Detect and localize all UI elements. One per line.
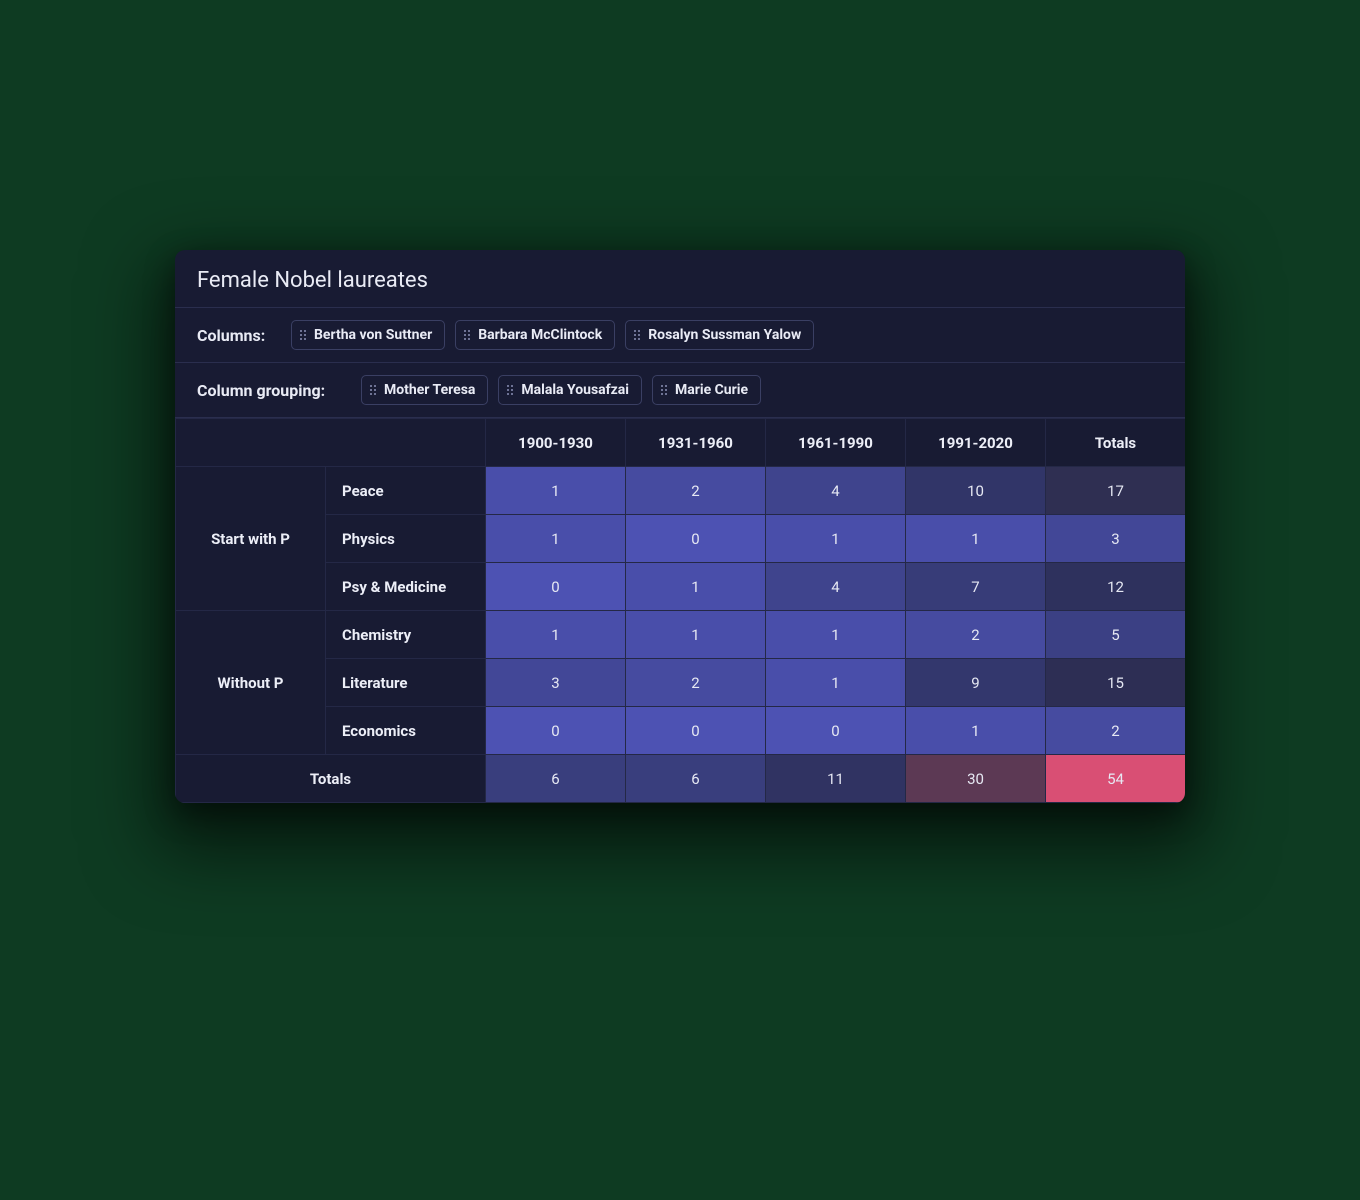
chip-label: Barbara McClintock xyxy=(478,327,602,343)
chip-label: Marie Curie xyxy=(675,382,748,398)
row-header[interactable]: Physics xyxy=(326,515,486,563)
card-title: Female Nobel laureates xyxy=(175,250,1185,308)
pivot-table: 1900-1930 1931-1960 1961-1990 1991-2020 … xyxy=(175,418,1185,803)
table-row: Start with PPeace1241017 xyxy=(176,467,1186,515)
table-row: Psy & Medicine014712 xyxy=(176,563,1186,611)
heat-cell: 5 xyxy=(1046,611,1186,659)
heat-cell-total: 54 xyxy=(1046,755,1186,803)
heat-cell: 2 xyxy=(626,659,766,707)
heat-cell: 1 xyxy=(486,611,626,659)
table-row: Economics00012 xyxy=(176,707,1186,755)
drag-handle-icon xyxy=(507,385,513,395)
col-header[interactable]: Totals xyxy=(1046,419,1186,467)
row-header[interactable]: Peace xyxy=(326,467,486,515)
row-header[interactable]: Chemistry xyxy=(326,611,486,659)
table-row: Physics10113 xyxy=(176,515,1186,563)
table-row: Without PChemistry11125 xyxy=(176,611,1186,659)
heat-cell: 3 xyxy=(1046,515,1186,563)
column-chip[interactable]: Rosalyn Sussman Yalow xyxy=(625,320,814,350)
heat-cell: 1 xyxy=(766,659,906,707)
table-row: Literature321915 xyxy=(176,659,1186,707)
row-group-header[interactable]: Without P xyxy=(176,611,326,755)
grouping-filter-row: Column grouping: Mother Teresa Malala You… xyxy=(175,363,1185,418)
heat-cell: 4 xyxy=(766,563,906,611)
heat-cell: 0 xyxy=(486,563,626,611)
grouping-chip-list: Mother Teresa Malala Yousafzai Marie Curie xyxy=(361,375,761,405)
heat-cell: 10 xyxy=(906,467,1046,515)
heat-cell: 1 xyxy=(626,611,766,659)
heat-cell: 12 xyxy=(1046,563,1186,611)
heat-cell: 4 xyxy=(766,467,906,515)
heat-cell: 2 xyxy=(1046,707,1186,755)
heat-cell: 1 xyxy=(766,611,906,659)
column-chip[interactable]: Barbara McClintock xyxy=(455,320,615,350)
col-header[interactable]: 1931-1960 xyxy=(626,419,766,467)
heat-cell-total: 30 xyxy=(906,755,1046,803)
drag-handle-icon xyxy=(634,330,640,340)
heat-cell: 0 xyxy=(626,515,766,563)
row-group-header[interactable]: Start with P xyxy=(176,467,326,611)
columns-chip-list: Bertha von Suttner Barbara McClintock Rosa… xyxy=(291,320,814,350)
grouping-chip[interactable]: Mother Teresa xyxy=(361,375,488,405)
columns-filter-row: Columns: Bertha von Suttner Barbara McCli… xyxy=(175,308,1185,363)
pivot-card: Female Nobel laureates Columns: Bertha v… xyxy=(175,250,1185,803)
heat-cell: 1 xyxy=(486,515,626,563)
heat-cell: 1 xyxy=(626,563,766,611)
col-header[interactable]: 1900-1930 xyxy=(486,419,626,467)
heat-cell: 1 xyxy=(906,707,1046,755)
heat-cell: 3 xyxy=(486,659,626,707)
drag-handle-icon xyxy=(661,385,667,395)
heat-cell-total: 6 xyxy=(486,755,626,803)
totals-label: Totals xyxy=(176,755,486,803)
heat-cell: 7 xyxy=(906,563,1046,611)
corner-blank xyxy=(176,419,486,467)
chip-label: Malala Yousafzai xyxy=(521,382,629,398)
heat-cell: 1 xyxy=(486,467,626,515)
column-chip[interactable]: Bertha von Suttner xyxy=(291,320,445,350)
grouping-label: Column grouping: xyxy=(197,381,347,400)
heat-cell-total: 6 xyxy=(626,755,766,803)
heat-cell: 0 xyxy=(766,707,906,755)
heat-cell: 2 xyxy=(906,611,1046,659)
heat-cell: 15 xyxy=(1046,659,1186,707)
heat-cell: 0 xyxy=(486,707,626,755)
grouping-chip[interactable]: Malala Yousafzai xyxy=(498,375,642,405)
columns-label: Columns: xyxy=(197,326,277,345)
heat-cell: 0 xyxy=(626,707,766,755)
col-header[interactable]: 1991-2020 xyxy=(906,419,1046,467)
row-header[interactable]: Literature xyxy=(326,659,486,707)
heat-cell-total: 11 xyxy=(766,755,906,803)
heat-cell: 17 xyxy=(1046,467,1186,515)
col-header[interactable]: 1961-1990 xyxy=(766,419,906,467)
drag-handle-icon xyxy=(300,330,306,340)
heat-cell: 9 xyxy=(906,659,1046,707)
heat-cell: 1 xyxy=(906,515,1046,563)
drag-handle-icon xyxy=(464,330,470,340)
chip-label: Bertha von Suttner xyxy=(314,327,432,343)
column-header-row: 1900-1930 1931-1960 1961-1990 1991-2020 … xyxy=(176,419,1186,467)
row-header[interactable]: Economics xyxy=(326,707,486,755)
drag-handle-icon xyxy=(370,385,376,395)
heat-cell: 1 xyxy=(766,515,906,563)
totals-row: Totals66113054 xyxy=(176,755,1186,803)
chip-label: Mother Teresa xyxy=(384,382,475,398)
chip-label: Rosalyn Sussman Yalow xyxy=(648,327,801,343)
grouping-chip[interactable]: Marie Curie xyxy=(652,375,761,405)
row-header[interactable]: Psy & Medicine xyxy=(326,563,486,611)
heat-cell: 2 xyxy=(626,467,766,515)
